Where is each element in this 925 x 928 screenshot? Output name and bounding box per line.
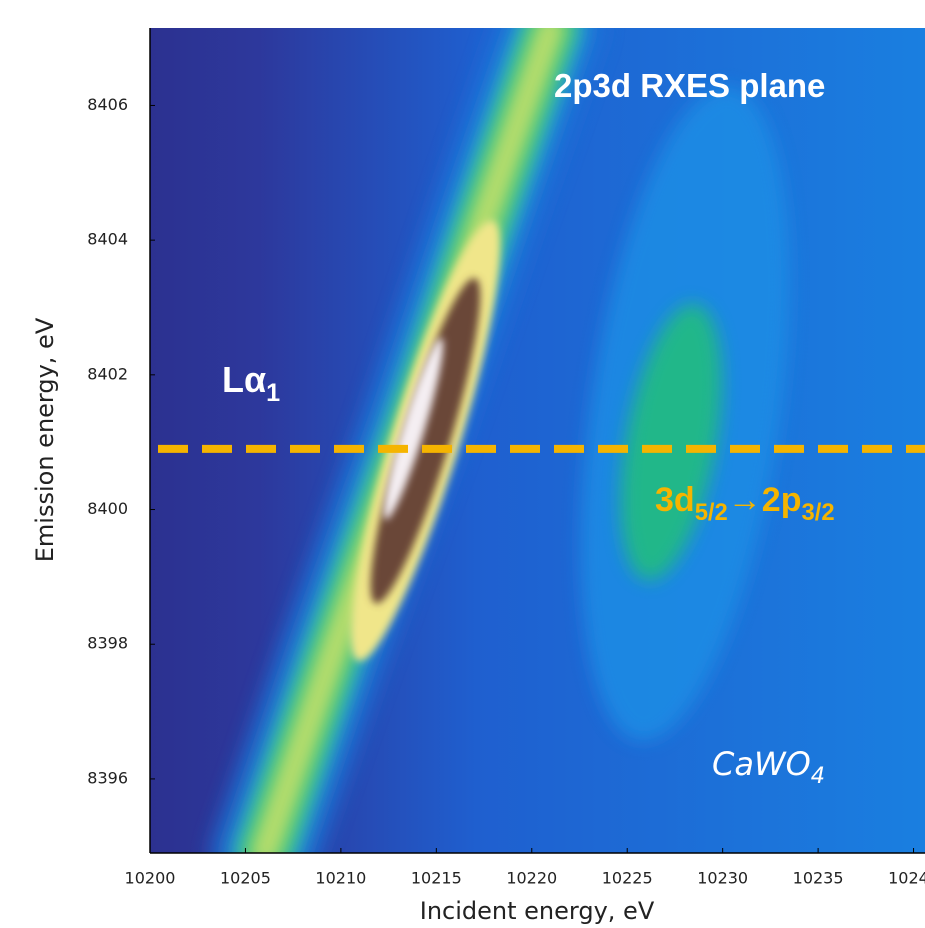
annotation: 2p3d RXES plane [554, 67, 825, 104]
y-tick-label: 8402 [87, 364, 128, 383]
x-tick-label: 10200 [125, 869, 176, 888]
y-tick-label: 8398 [87, 634, 128, 653]
x-tick-label: 10205 [220, 869, 271, 888]
plot-area [158, 28, 925, 853]
y-tick-label: 8396 [87, 768, 128, 787]
x-tick-label: 10230 [697, 869, 748, 888]
peak [370, 278, 481, 604]
x-tick-label: 10225 [602, 869, 653, 888]
y-tick-label: 8406 [87, 95, 128, 114]
annotation: CaWO4 [712, 745, 825, 789]
annotation: Lα1 [222, 359, 280, 407]
x-axis-label: Incident energy, eV [420, 897, 655, 925]
annotation: 3d5/2→2p3/2 [655, 481, 835, 526]
peak [383, 337, 444, 520]
axes: 10200 10205 10210 10215 10220 10225 10230 10235… [87, 28, 925, 888]
x-tick-label: 10220 [506, 869, 557, 888]
y-tick-label: 8400 [87, 499, 128, 518]
y-axis-label: Emission energy, eV [31, 317, 59, 562]
peak [620, 304, 722, 581]
x-tick-label: 10240 [888, 869, 925, 888]
x-tick-label: 10210 [315, 869, 366, 888]
y-tick-label: 8404 [87, 230, 128, 249]
x-tick-label: 10235 [793, 869, 844, 888]
x-tick-label: 10215 [411, 869, 462, 888]
